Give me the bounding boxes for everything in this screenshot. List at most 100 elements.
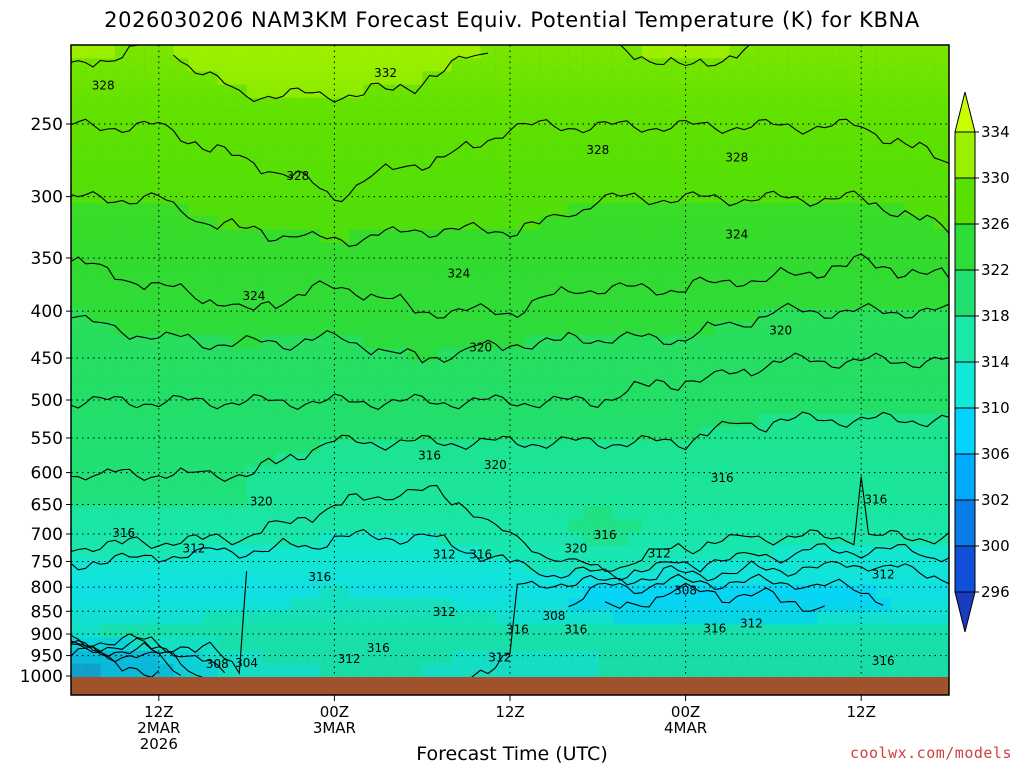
field-cell	[597, 571, 614, 586]
field-cell	[685, 663, 701, 678]
field-cell	[627, 84, 643, 99]
field-cell	[612, 137, 628, 151]
field-cell	[641, 374, 657, 388]
field-cell	[597, 426, 614, 441]
field-cell	[261, 189, 277, 204]
field-cell	[714, 255, 731, 270]
field-cell	[568, 453, 584, 467]
field-cell	[305, 505, 321, 520]
field-cell	[422, 400, 438, 415]
field-cell	[919, 400, 935, 415]
field-cell	[334, 295, 350, 309]
field-cell	[305, 216, 321, 230]
field-cell	[129, 571, 145, 586]
field-cell	[919, 295, 935, 309]
field-cell	[261, 519, 277, 533]
field-cell	[919, 45, 935, 59]
field-cell	[627, 229, 643, 244]
field-cell	[217, 519, 233, 533]
field-cell	[905, 150, 921, 165]
field-cell	[846, 519, 862, 533]
field-cell	[510, 598, 526, 612]
field-cell	[934, 584, 949, 599]
field-cell	[861, 58, 877, 72]
field-cell	[422, 334, 438, 349]
field-cell	[349, 150, 365, 165]
field-cell	[85, 479, 101, 494]
field-cell	[275, 58, 292, 72]
field-cell	[451, 624, 467, 639]
field-cell	[758, 216, 774, 230]
field-cell	[714, 532, 731, 546]
field-cell	[627, 334, 643, 349]
field-cell	[392, 163, 409, 178]
field-cell	[714, 479, 731, 494]
field-cell	[510, 624, 526, 639]
field-cell	[744, 321, 760, 336]
field-cell	[451, 45, 467, 59]
field-cell	[480, 453, 496, 467]
field-cell	[656, 571, 672, 586]
field-cell	[422, 663, 438, 678]
y-tick-label: 900	[31, 625, 63, 645]
field-cell	[407, 176, 423, 191]
field-cell	[422, 440, 438, 454]
field-cell	[173, 268, 189, 283]
field-cell	[861, 163, 877, 178]
field-cell	[217, 466, 233, 481]
field-cell	[158, 229, 175, 244]
field-cell	[758, 268, 774, 283]
field-cell	[641, 334, 657, 349]
field-cell	[524, 97, 540, 112]
field-cell	[597, 45, 614, 59]
field-cell	[378, 137, 394, 151]
field-cell	[392, 58, 409, 72]
field-cell	[202, 334, 218, 349]
field-cell	[846, 374, 862, 388]
field-cell	[144, 308, 160, 323]
field-cell	[363, 374, 379, 388]
field-cell	[905, 558, 921, 573]
field-cell	[539, 203, 555, 217]
field-cell	[407, 466, 423, 481]
field-cell	[480, 584, 496, 599]
field-cell	[729, 453, 745, 467]
field-cell	[451, 84, 467, 99]
field-cell	[334, 137, 350, 151]
field-cell	[129, 387, 145, 402]
field-cell	[744, 150, 760, 165]
field-cell	[685, 295, 701, 309]
field-cell	[363, 110, 379, 125]
field-cell	[802, 413, 818, 428]
field-cell	[583, 189, 599, 204]
field-cell	[231, 282, 248, 296]
field-cell	[334, 637, 350, 652]
field-cell	[173, 387, 189, 402]
field-cell	[539, 71, 555, 86]
field-cell	[363, 637, 379, 652]
field-cell	[275, 413, 292, 428]
field-cell	[524, 413, 540, 428]
field-cell	[114, 137, 131, 151]
field-cell	[612, 611, 628, 625]
field-cell	[802, 505, 818, 520]
field-cell	[539, 84, 555, 99]
field-cell	[85, 163, 101, 178]
field-cell	[202, 374, 218, 388]
field-cell	[670, 242, 687, 257]
field-cell	[392, 440, 409, 454]
field-cell	[875, 505, 892, 520]
field-cell	[495, 571, 511, 586]
field-cell	[261, 255, 277, 270]
field-cell	[158, 97, 175, 112]
field-cell	[217, 229, 233, 244]
field-cell	[275, 189, 292, 204]
field-cell	[714, 374, 731, 388]
field-cell	[451, 466, 467, 481]
contour-line-316	[71, 476, 949, 572]
field-cell	[831, 203, 848, 217]
field-cell	[349, 229, 365, 244]
field-cell	[802, 137, 818, 151]
field-cell	[422, 545, 438, 560]
field-cell	[275, 71, 292, 86]
